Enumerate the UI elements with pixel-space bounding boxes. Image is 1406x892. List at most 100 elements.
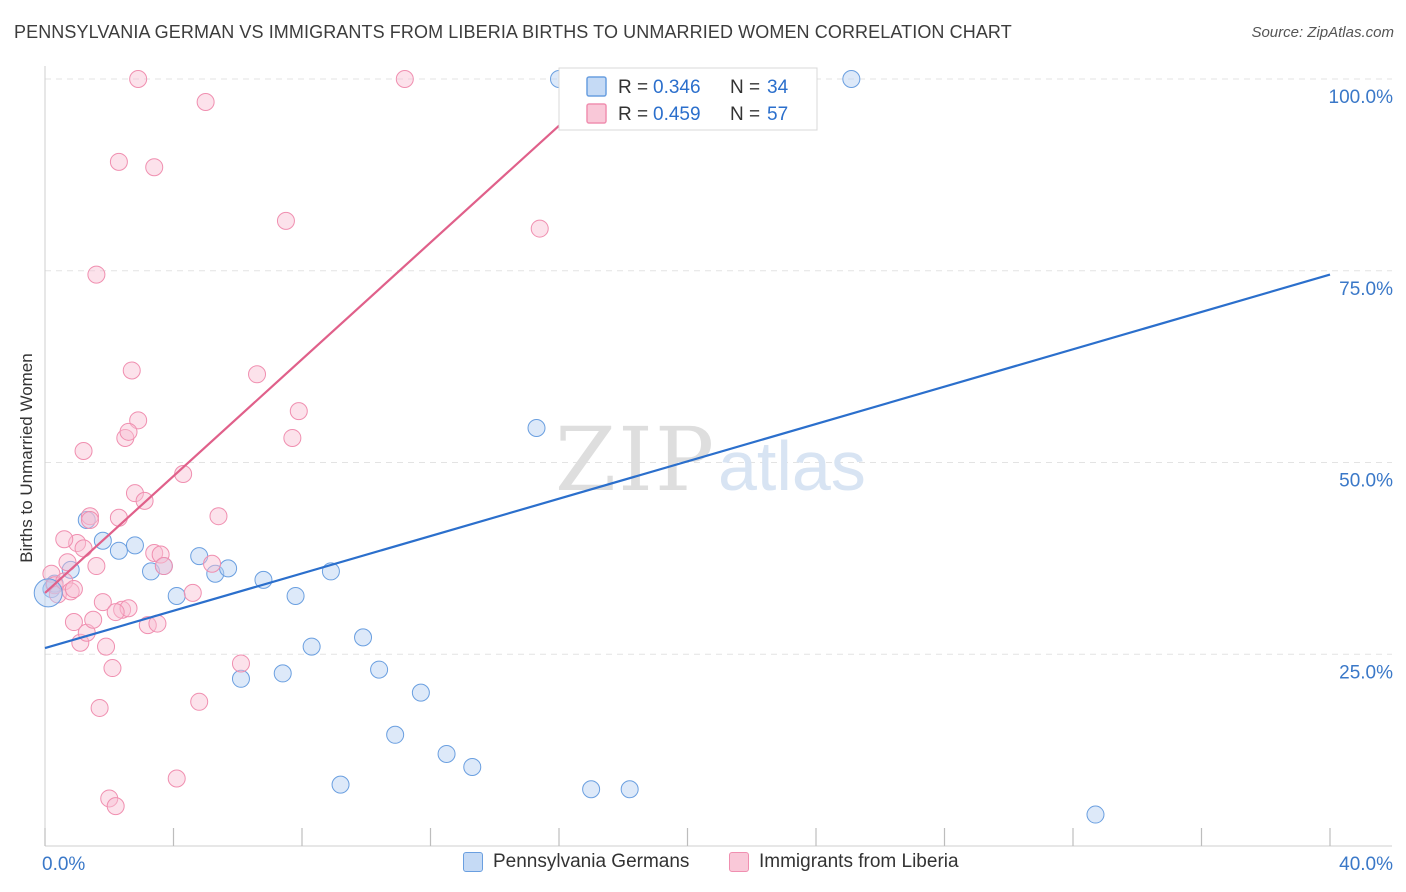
y-tick-label-75: 75.0%: [1339, 279, 1393, 300]
liberia-point-24: [122, 361, 141, 380]
legend-r-value-2: 0.459: [653, 104, 701, 125]
axis-layer: 25.0% 50.0% 75.0% 100.0% 0.0% 40.0%: [42, 66, 1393, 875]
liberia-point-28: [138, 616, 157, 635]
liberia-point-32: [167, 769, 186, 788]
pa-german-point-15: [273, 664, 292, 683]
liberia-point-4: [58, 553, 77, 572]
liberia-point-54: [183, 583, 202, 602]
pa-german-point-22: [386, 725, 405, 744]
legend-swatch-pink: [729, 852, 749, 872]
legend-n-label-1: N =: [730, 77, 760, 98]
liberia-point-44: [145, 158, 164, 177]
liberia-point-12: [84, 610, 103, 629]
liberia-point-55: [64, 580, 83, 599]
legend-r-value-1: 0.346: [653, 77, 701, 98]
liberia-point-47: [129, 70, 148, 88]
legend-r-label-2: R =: [618, 104, 648, 125]
legend-swatch-blue: [463, 852, 483, 872]
watermark-zip: ZIP: [555, 408, 716, 511]
watermark-atlas: atlas: [718, 427, 866, 505]
liberia-point-43: [109, 152, 128, 171]
liberia-point-11: [80, 507, 99, 526]
y-tick-label-25: 25.0%: [1339, 662, 1393, 683]
liberia-point-14: [90, 698, 109, 717]
pa-german-point-cluster: [33, 578, 63, 608]
pa-german-point-9: [167, 586, 186, 605]
liberia-point-17: [100, 789, 119, 808]
liberia-point-40: [289, 402, 308, 421]
legend-swatch-liberia: [586, 103, 607, 124]
liberia-point-15: [93, 593, 112, 612]
pa-german-trend-line: [44, 273, 1331, 650]
legend-n-value-2: 57: [767, 104, 788, 125]
liberia-trend-line: [44, 78, 612, 594]
pa-german-point-31: [842, 70, 861, 88]
pa-german-point-20: [354, 628, 373, 647]
chart-title: PENNSYLVANIA GERMAN VS IMMIGRANTS FROM L…: [14, 22, 1012, 42]
legend-n-label-2: N =: [730, 104, 760, 125]
liberia-point-9: [74, 539, 93, 558]
liberia-point-45: [196, 93, 215, 112]
source-label: Source: ZipAtlas.com: [1251, 24, 1394, 41]
y-axis-label: Births to Unmarried Women: [17, 353, 36, 562]
liberia-point-39: [283, 428, 302, 447]
grid-layer: [45, 78, 1392, 655]
liberia-point-30: [151, 545, 170, 564]
liberia-point-29: [145, 544, 164, 563]
x-tick-label-min: 0.0%: [42, 854, 85, 875]
pa-german-point-17: [302, 637, 321, 656]
legend-r-label-1: R =: [618, 77, 648, 98]
liberia-point-56: [106, 603, 125, 622]
liberia-point-26: [129, 411, 148, 430]
y-tick-label-50: 50.0%: [1339, 471, 1393, 492]
pa-german-point-5: [109, 541, 128, 560]
pa-german-point-19: [331, 775, 350, 794]
liberia-point-35: [203, 554, 222, 573]
x-tick-label-max: 40.0%: [1339, 854, 1393, 875]
legend-n-value-1: 34: [767, 77, 789, 98]
watermark: ZIP atlas: [555, 408, 866, 511]
pa-german-point-25: [463, 757, 482, 776]
pa-german-point-12: [219, 559, 238, 578]
liberia-point-50: [55, 530, 74, 549]
liberia-point-34: [190, 692, 209, 711]
pa-german-point-13: [231, 669, 250, 688]
liberia-point-16: [97, 637, 116, 656]
pa-german-point-32: [1086, 805, 1105, 824]
y-tick-label-100: 100.0%: [1329, 87, 1394, 108]
liberia-point-6: [64, 613, 83, 632]
pa-german-point-21: [370, 660, 389, 679]
legend-swatch-pa-german: [586, 76, 607, 97]
liberia-point-13: [87, 557, 106, 576]
pa-german-point-23: [411, 683, 430, 702]
liberia-point-20: [109, 508, 128, 527]
legend-item-pa-german: Pennsylvania Germans: [463, 851, 689, 873]
pa-german-point-24: [437, 744, 456, 763]
liberia-point-41: [74, 441, 93, 460]
pa-german-point-26: [527, 418, 546, 437]
legend-label-pa-german: Pennsylvania Germans: [493, 851, 690, 872]
liberia-point-31: [154, 557, 173, 576]
liberia-point-49: [530, 219, 549, 238]
liberia-point-52: [119, 422, 138, 441]
liberia-point-38: [248, 365, 267, 384]
legend-item-liberia: Immigrants from Liberia: [729, 851, 959, 873]
liberia-point-25: [125, 484, 144, 503]
pa-german-point-28: [620, 780, 639, 799]
trend-layer: [44, 78, 1331, 650]
legend-label-liberia: Immigrants from Liberia: [759, 851, 959, 872]
liberia-point-18: [103, 659, 122, 678]
legend-top: R = 0.346 N = 34 R = 0.459 N = 57: [558, 67, 818, 131]
liberia-point-19: [106, 797, 125, 816]
legend-bottom: Pennsylvania Germans Immigrants from Lib…: [0, 851, 1406, 877]
liberia-point-46: [276, 211, 295, 230]
liberia-point-37: [231, 654, 250, 673]
pa-german-point-16: [286, 586, 305, 605]
liberia-point-42: [87, 265, 106, 284]
liberia-point-51: [80, 511, 99, 530]
liberia-point-48: [395, 70, 414, 88]
pa-german-point-27: [582, 780, 601, 799]
liberia-point-36: [209, 507, 228, 526]
pa-german-point-6: [125, 536, 144, 555]
